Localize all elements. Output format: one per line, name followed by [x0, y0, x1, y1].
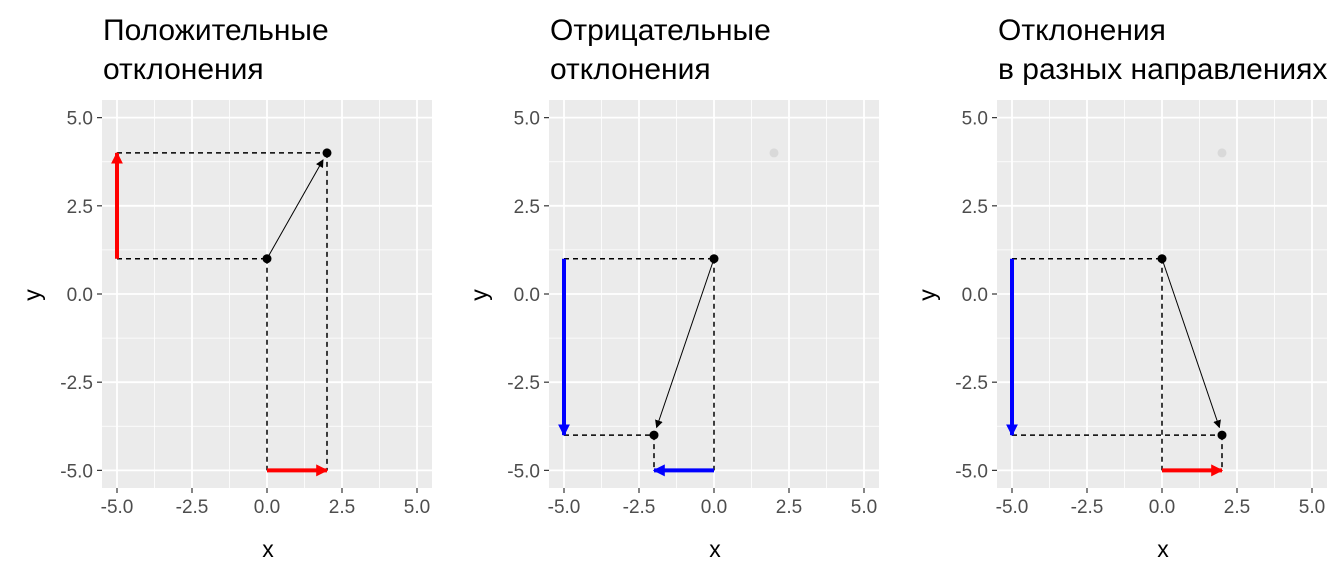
y-tick-label: -5.0 — [955, 461, 988, 482]
y-tick-label: 0.0 — [514, 285, 540, 306]
ghost-point — [1217, 148, 1227, 158]
y-axis-title: y — [19, 289, 45, 301]
x-tick-label: -2.5 — [623, 497, 656, 518]
y-tick-label: -5.0 — [507, 461, 540, 482]
x-tick-label: -2.5 — [1071, 497, 1104, 518]
data-point — [649, 430, 659, 440]
vector-arrow — [266, 159, 324, 259]
x-axis-title: x — [709, 536, 721, 562]
data-point — [262, 254, 272, 264]
x-tick-label: 5.0 — [404, 497, 430, 518]
y-tick-label: -2.5 — [507, 373, 540, 394]
chart-panel-negative: -5.0 -2.5 0.0 2.5 5.0 -5.0 -2.5 0.0 2.5 5.0 Отриц… — [466, 14, 879, 562]
data-point — [709, 254, 719, 264]
data-point — [322, 148, 332, 158]
y-axis-title: y — [466, 289, 492, 301]
x-tick-label: 5.0 — [851, 497, 877, 518]
x-tick-label: 2.5 — [1224, 497, 1250, 518]
x-tick-label: -5.0 — [548, 497, 581, 518]
x-axis-title: x — [1157, 536, 1169, 562]
chart-title-line-2: отклонения — [550, 53, 711, 86]
y-tick-label: 2.5 — [514, 197, 540, 218]
x-tick-label: 2.5 — [776, 497, 802, 518]
x-tick-label: -5.0 — [996, 497, 1029, 518]
y-axis-title: y — [914, 289, 940, 301]
x-tick-label: 0.0 — [254, 497, 280, 518]
x-tick-label: -5.0 — [101, 497, 134, 518]
chart-title-line-1: Положительные — [103, 14, 329, 47]
data-point — [1157, 254, 1167, 264]
data-point — [1217, 430, 1227, 440]
chart-panel-mixed: -5.0 -2.5 0.0 2.5 5.0 -5.0 -2.5 0.0 2.5 5.0 Откло… — [914, 14, 1327, 562]
y-tick-label: 0.0 — [962, 285, 988, 306]
y-tick-label: 2.5 — [962, 197, 988, 218]
vector-arrow — [1161, 258, 1221, 429]
x-axis-title: x — [262, 536, 274, 562]
y-tick-label: -5.0 — [60, 461, 93, 482]
y-tick-label: -2.5 — [955, 373, 988, 394]
ghost-point — [769, 148, 779, 158]
x-tick-label: 0.0 — [701, 497, 727, 518]
chart-title-line-2: отклонения — [103, 53, 264, 86]
y-tick-label: 2.5 — [67, 197, 93, 218]
x-tick-label: -2.5 — [176, 497, 209, 518]
plot-area: -5.0 -2.5 0.0 2.5 5.0 -5.0 -2.5 0.0 2.5 5.0 — [955, 100, 1327, 518]
y-tick-label: 5.0 — [962, 109, 988, 130]
vector-arrow — [655, 258, 715, 429]
chart-panel-positive: -5.0 -2.5 0.0 2.5 5.0 -5.0 -2.5 0.0 2.5 5.0 Полож… — [19, 14, 432, 562]
y-tick-label: 0.0 — [67, 285, 93, 306]
x-tick-label: 2.5 — [329, 497, 355, 518]
y-tick-label: 5.0 — [514, 109, 540, 130]
y-tick-label: 5.0 — [67, 109, 93, 130]
chart-title-line-1: Отрицательные — [550, 14, 771, 47]
chart-title-line-1: Отклонения — [998, 14, 1166, 47]
x-tick-label: 5.0 — [1299, 497, 1325, 518]
y-tick-label: -2.5 — [60, 373, 93, 394]
x-tick-label: 0.0 — [1149, 497, 1175, 518]
chart-title-line-2: в разных направлениях — [998, 53, 1327, 86]
plot-area: -5.0 -2.5 0.0 2.5 5.0 -5.0 -2.5 0.0 2.5 5.0 — [507, 100, 879, 518]
plot-area: -5.0 -2.5 0.0 2.5 5.0 -5.0 -2.5 0.0 2.5 5.0 — [60, 100, 432, 518]
